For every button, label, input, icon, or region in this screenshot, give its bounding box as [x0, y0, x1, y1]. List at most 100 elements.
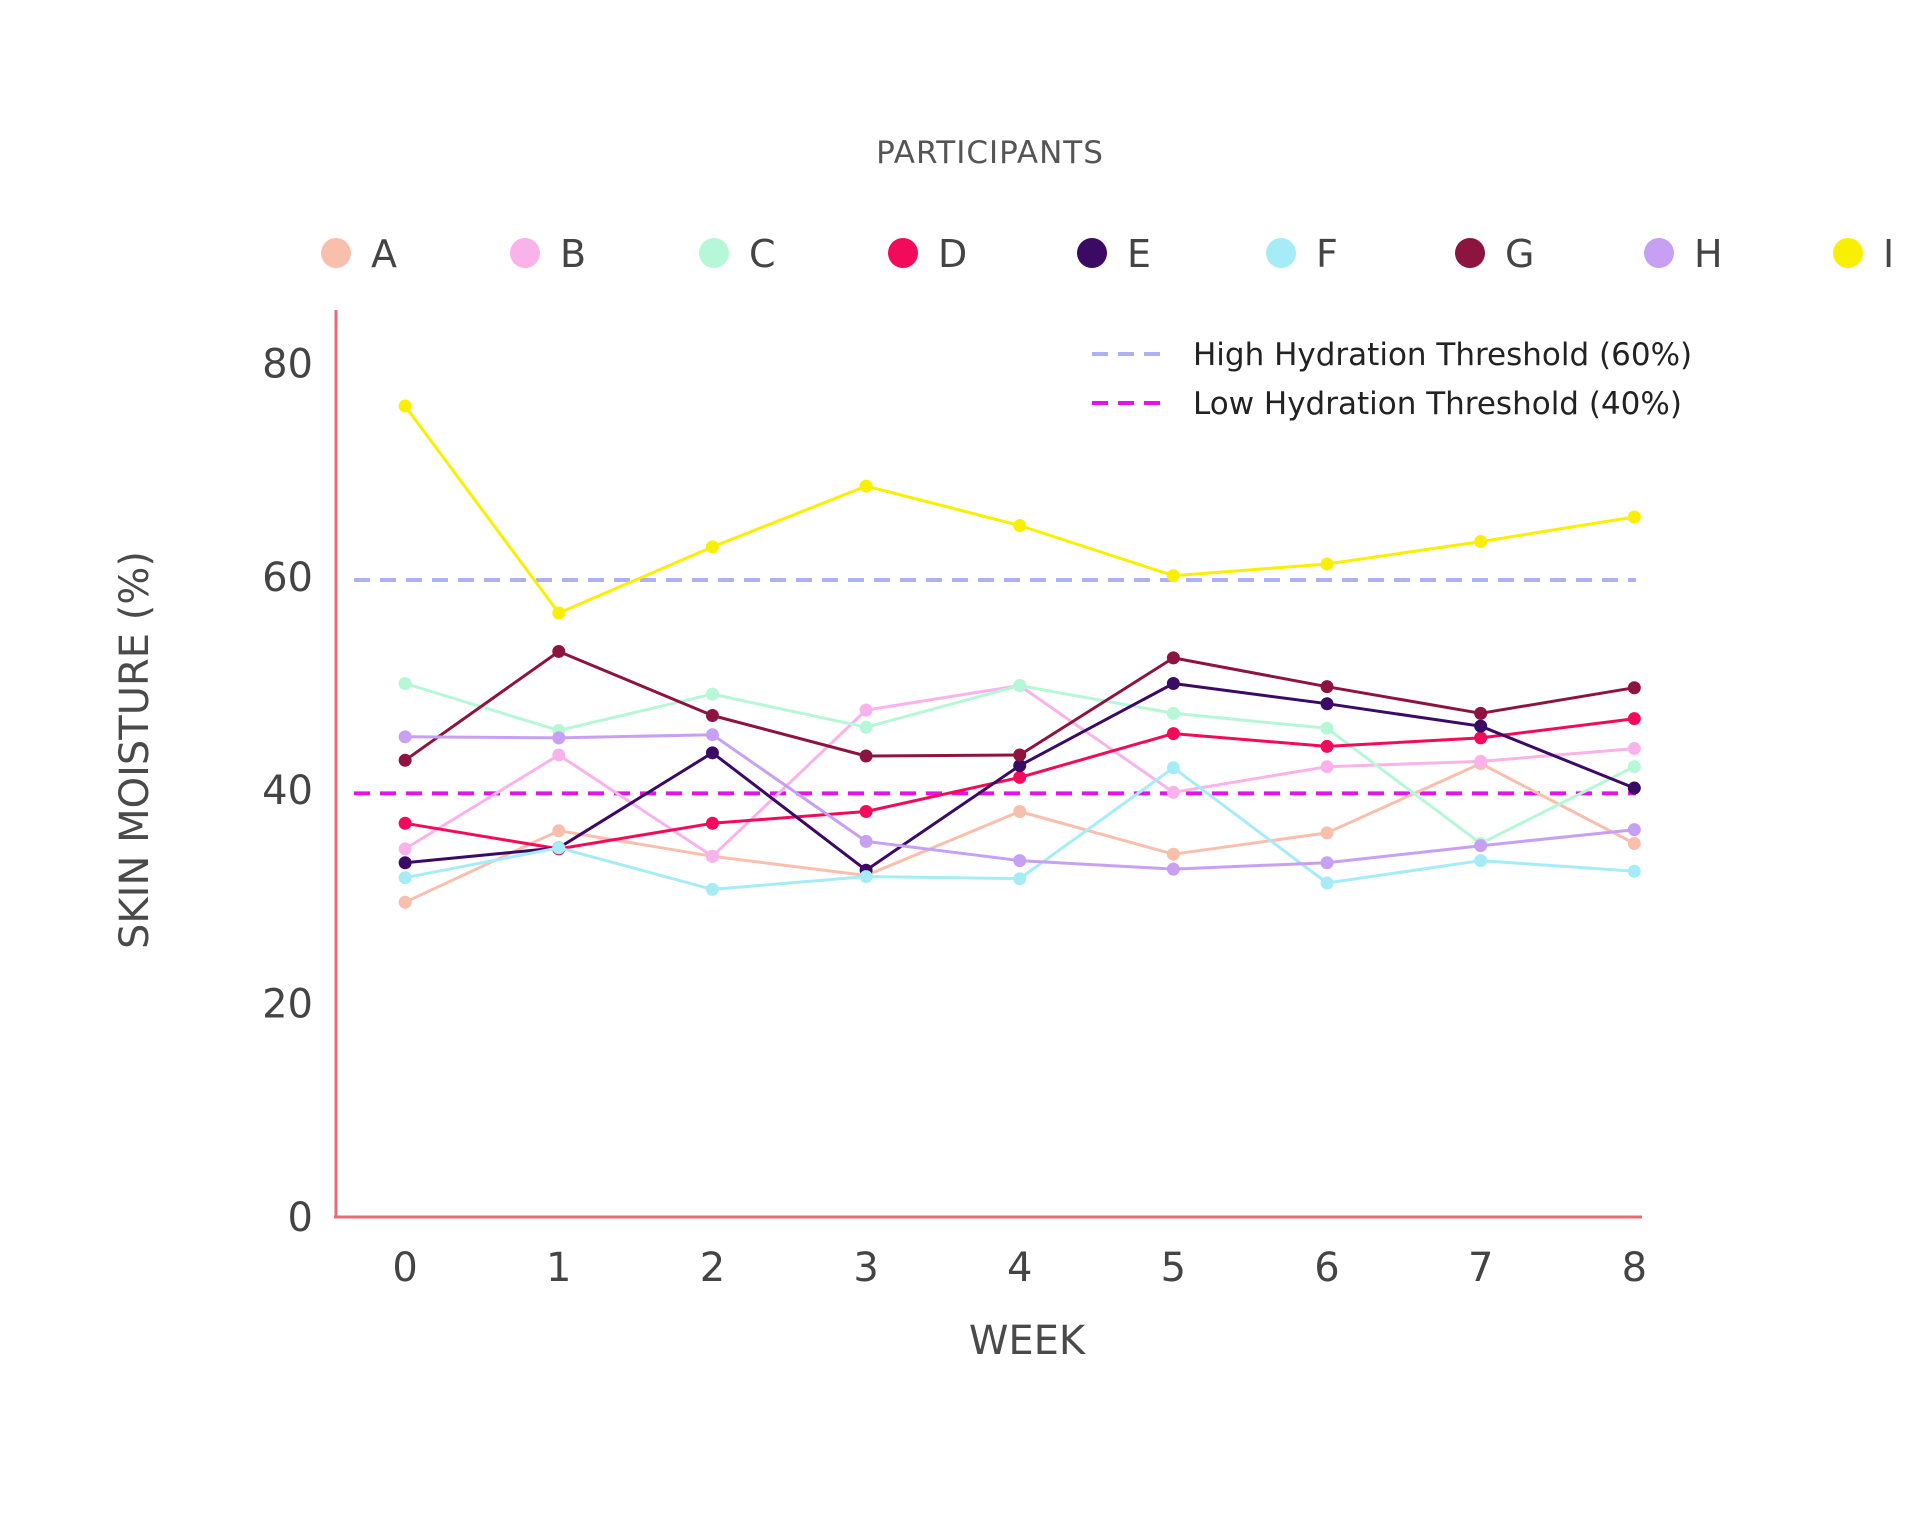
series-d — [398, 712, 1641, 856]
legend-item-e: E — [1077, 232, 1151, 276]
legend-label-f: F — [1316, 232, 1338, 276]
data-point-d-week-6 — [1320, 739, 1334, 753]
data-point-g-week-7 — [1474, 706, 1488, 720]
legend-swatch-g — [1455, 238, 1485, 268]
reference-legend-label-high-hydration-threshold-60: High Hydration Threshold (60%) — [1193, 337, 1692, 373]
data-point-c-week-3 — [859, 720, 873, 734]
data-point-f-week-6 — [1320, 876, 1334, 890]
legend-item-f: F — [1266, 232, 1338, 276]
series-layer — [398, 399, 1641, 909]
data-point-i-week-2 — [705, 540, 719, 554]
data-point-g-week-6 — [1320, 680, 1334, 694]
reference-legend-label-low-hydration-threshold-40: Low Hydration Threshold (40%) — [1193, 386, 1682, 422]
data-point-b-week-2 — [705, 849, 719, 863]
data-point-i-week-6 — [1320, 557, 1334, 571]
data-point-h-week-0 — [398, 730, 412, 744]
x-tick-label-5: 5 — [1161, 1245, 1186, 1291]
data-point-g-week-3 — [859, 749, 873, 763]
data-point-d-week-5 — [1166, 727, 1180, 741]
data-point-c-week-8 — [1627, 760, 1641, 774]
data-point-b-week-7 — [1474, 754, 1488, 768]
data-point-a-week-8 — [1627, 837, 1641, 851]
x-tick-labels: 0 1 2 3 4 5 6 7 8 — [392, 1245, 1647, 1291]
data-point-g-week-0 — [398, 753, 412, 767]
data-point-e-week-5 — [1166, 676, 1180, 690]
data-point-f-week-7 — [1474, 854, 1488, 868]
legend-swatch-a — [321, 238, 351, 268]
data-point-a-week-5 — [1166, 847, 1180, 861]
data-point-a-week-0 — [398, 895, 412, 909]
legend-label-b: B — [560, 232, 586, 276]
legend-swatch-e — [1077, 238, 1107, 268]
legend-item-i: I — [1833, 232, 1894, 276]
legend-swatch-b — [510, 238, 540, 268]
data-point-f-week-2 — [705, 882, 719, 896]
legend-item-a: A — [321, 232, 397, 276]
data-point-d-week-2 — [705, 816, 719, 830]
data-point-h-week-5 — [1166, 862, 1180, 876]
y-tick-label-20: 20 — [262, 982, 313, 1028]
data-point-h-week-8 — [1627, 823, 1641, 837]
data-point-c-week-5 — [1166, 706, 1180, 720]
data-point-i-week-8 — [1627, 510, 1641, 524]
x-axis-title: WEEK — [969, 1318, 1087, 1364]
x-tick-label-8: 8 — [1622, 1245, 1647, 1291]
legend-item-d: D — [888, 232, 967, 276]
data-point-d-week-4 — [1013, 770, 1027, 784]
data-point-b-week-1 — [552, 748, 566, 762]
data-point-h-week-3 — [859, 834, 873, 848]
data-point-c-week-0 — [398, 676, 412, 690]
data-point-b-week-6 — [1320, 760, 1334, 774]
data-point-b-week-5 — [1166, 785, 1180, 799]
data-point-a-week-1 — [552, 824, 566, 838]
data-point-h-week-6 — [1320, 856, 1334, 870]
data-point-b-week-8 — [1627, 742, 1641, 756]
legend-swatch-c — [699, 238, 729, 268]
data-point-e-week-0 — [398, 856, 412, 870]
legend-title: PARTICIPANTS — [876, 135, 1104, 171]
legend-label-i: I — [1883, 232, 1894, 276]
data-point-g-week-2 — [705, 708, 719, 722]
series-c — [398, 676, 1641, 851]
legend-swatch-d — [888, 238, 918, 268]
legend-item-h: H — [1644, 232, 1723, 276]
axes — [334, 310, 1642, 1219]
data-point-h-week-1 — [552, 731, 566, 745]
data-point-h-week-2 — [705, 728, 719, 742]
reference-legend-item-high-hydration-threshold-60: High Hydration Threshold (60%) — [1092, 337, 1692, 373]
x-tick-label-3: 3 — [853, 1245, 878, 1291]
data-point-e-week-6 — [1320, 697, 1334, 711]
data-point-b-week-0 — [398, 842, 412, 856]
legend-label-d: D — [938, 232, 967, 276]
legend-swatch-h — [1644, 238, 1674, 268]
data-point-d-week-0 — [398, 816, 412, 830]
y-tick-label-60: 60 — [262, 555, 313, 601]
data-point-a-week-4 — [1013, 805, 1027, 819]
legend-swatch-i — [1833, 238, 1863, 268]
x-tick-label-2: 2 — [700, 1245, 725, 1291]
y-tick-label-80: 80 — [262, 341, 313, 387]
data-point-i-week-1 — [552, 606, 566, 620]
data-point-c-week-2 — [705, 687, 719, 701]
data-point-d-week-3 — [859, 805, 873, 819]
reference-legend-item-low-hydration-threshold-40: Low Hydration Threshold (40%) — [1092, 386, 1682, 422]
y-tick-label-0: 0 — [288, 1195, 313, 1241]
data-point-f-week-1 — [552, 841, 566, 855]
legend-label-a: A — [371, 232, 397, 276]
data-point-f-week-5 — [1166, 761, 1180, 775]
data-point-f-week-3 — [859, 870, 873, 884]
x-tick-label-4: 4 — [1007, 1245, 1032, 1291]
data-point-f-week-0 — [398, 871, 412, 885]
reference-lines — [354, 577, 1636, 796]
legend-label-h: H — [1694, 232, 1723, 276]
x-tick-label-0: 0 — [392, 1245, 417, 1291]
legend-label-g: G — [1505, 232, 1534, 276]
legend: A B C D E F G H I — [321, 232, 1894, 276]
y-tick-label-40: 40 — [262, 768, 313, 814]
reference-legend: High Hydration Threshold (60%) Low Hydrat… — [1092, 337, 1692, 422]
legend-label-c: C — [749, 232, 776, 276]
series-line-g — [404, 650, 1635, 762]
series-g — [398, 644, 1641, 767]
data-point-g-week-1 — [552, 644, 566, 658]
